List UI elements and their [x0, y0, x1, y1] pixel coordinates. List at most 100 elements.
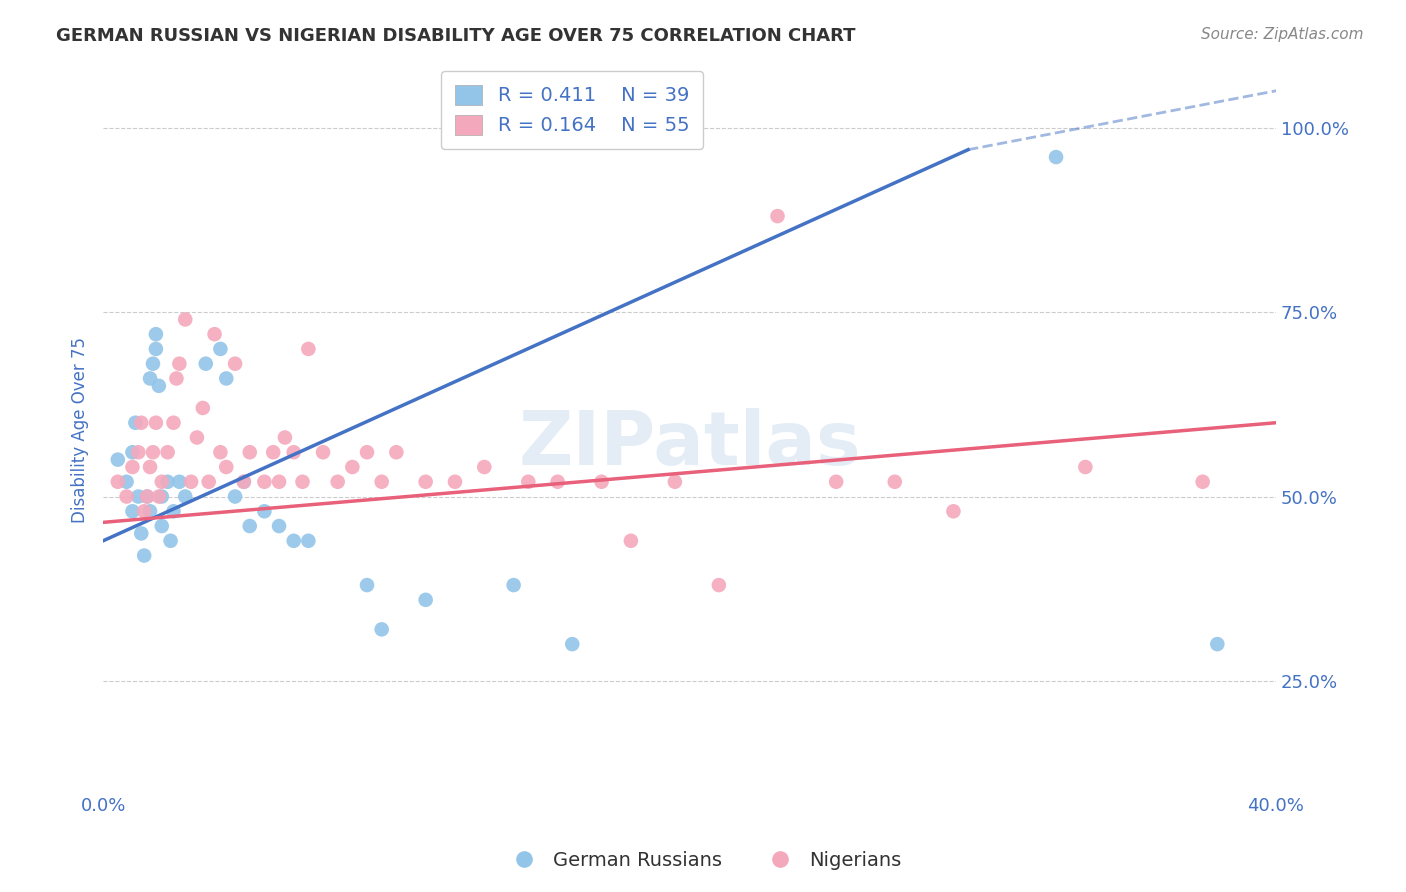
Point	[107, 475, 129, 489]
Point	[159, 533, 181, 548]
Text: GERMAN RUSSIAN VS NIGERIAN DISABILITY AGE OVER 75 CORRELATION CHART: GERMAN RUSSIAN VS NIGERIAN DISABILITY AG…	[56, 27, 856, 45]
Point	[169, 357, 191, 371]
Point	[165, 371, 187, 385]
Point	[883, 475, 905, 489]
Point	[342, 460, 364, 475]
Point	[150, 475, 173, 489]
Point	[209, 342, 232, 356]
Point	[707, 578, 730, 592]
Point	[145, 416, 167, 430]
Point	[444, 475, 467, 489]
Point	[107, 452, 129, 467]
Point	[150, 519, 173, 533]
Point	[1045, 150, 1067, 164]
Point	[169, 475, 191, 489]
Point	[297, 533, 319, 548]
Point	[174, 312, 197, 326]
Point	[162, 416, 184, 430]
Point	[267, 475, 290, 489]
Point	[415, 475, 437, 489]
Point	[204, 327, 226, 342]
Point	[232, 475, 254, 489]
Point	[115, 475, 138, 489]
Point	[134, 504, 156, 518]
Point	[825, 475, 848, 489]
Y-axis label: Disability Age Over 75: Disability Age Over 75	[72, 337, 89, 523]
Point	[124, 416, 146, 430]
Point	[197, 475, 219, 489]
Point	[121, 445, 143, 459]
Point	[186, 430, 208, 444]
Point	[356, 578, 378, 592]
Point	[664, 475, 686, 489]
Point	[356, 445, 378, 459]
Legend: R = 0.411    N = 39, R = 0.164    N = 55: R = 0.411 N = 39, R = 0.164 N = 55	[441, 71, 703, 149]
Point	[148, 379, 170, 393]
Point	[385, 445, 408, 459]
Point	[326, 475, 349, 489]
Point	[127, 490, 149, 504]
Point	[127, 445, 149, 459]
Point	[561, 637, 583, 651]
Point	[253, 475, 276, 489]
Point	[121, 504, 143, 518]
Point	[274, 430, 297, 444]
Point	[224, 490, 246, 504]
Point	[1191, 475, 1213, 489]
Point	[591, 475, 613, 489]
Point	[174, 490, 197, 504]
Point	[139, 460, 162, 475]
Point	[194, 357, 217, 371]
Point	[297, 342, 319, 356]
Point	[370, 475, 392, 489]
Point	[150, 490, 173, 504]
Point	[312, 445, 335, 459]
Point	[283, 445, 305, 459]
Point	[115, 490, 138, 504]
Point	[156, 445, 179, 459]
Point	[262, 445, 284, 459]
Point	[547, 475, 569, 489]
Point	[415, 592, 437, 607]
Text: ZIPatlas: ZIPatlas	[519, 408, 860, 481]
Point	[502, 578, 524, 592]
Point	[1206, 637, 1229, 651]
Point	[291, 475, 314, 489]
Legend: German Russians, Nigerians: German Russians, Nigerians	[496, 843, 910, 878]
Point	[139, 504, 162, 518]
Point	[232, 475, 254, 489]
Point	[239, 445, 262, 459]
Point	[191, 401, 214, 415]
Point	[239, 519, 262, 533]
Point	[283, 533, 305, 548]
Point	[517, 475, 540, 489]
Point	[129, 416, 152, 430]
Point	[162, 504, 184, 518]
Point	[142, 357, 165, 371]
Point	[267, 519, 290, 533]
Point	[472, 460, 495, 475]
Text: Source: ZipAtlas.com: Source: ZipAtlas.com	[1201, 27, 1364, 42]
Point	[129, 526, 152, 541]
Point	[253, 504, 276, 518]
Point	[142, 445, 165, 459]
Point	[136, 490, 159, 504]
Point	[224, 357, 246, 371]
Point	[180, 475, 202, 489]
Point	[136, 490, 159, 504]
Point	[134, 549, 156, 563]
Point	[156, 475, 179, 489]
Point	[766, 209, 789, 223]
Point	[942, 504, 965, 518]
Point	[215, 371, 238, 385]
Point	[370, 623, 392, 637]
Point	[215, 460, 238, 475]
Point	[620, 533, 643, 548]
Point	[209, 445, 232, 459]
Point	[121, 460, 143, 475]
Point	[145, 342, 167, 356]
Point	[148, 490, 170, 504]
Point	[139, 371, 162, 385]
Point	[1074, 460, 1097, 475]
Point	[145, 327, 167, 342]
